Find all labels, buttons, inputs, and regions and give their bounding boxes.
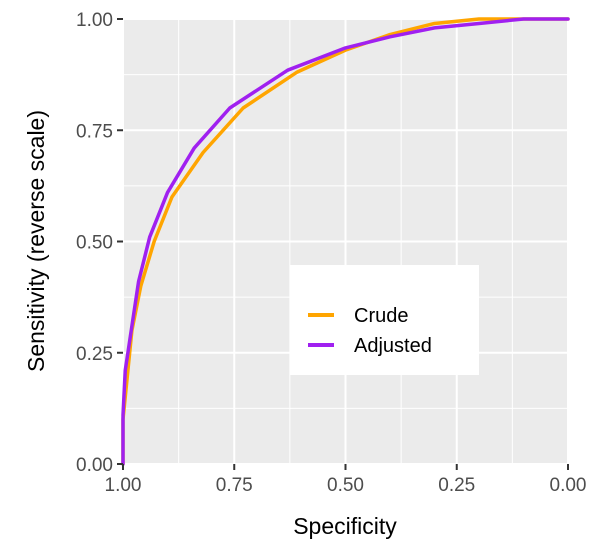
y-tick-label: 1.00 [76, 10, 113, 31]
x-tick-label: 0.00 [550, 475, 587, 496]
y-tick-label: 0.25 [76, 344, 113, 365]
legend: Crude Adjusted [290, 265, 479, 375]
legend-label-crude: Crude [354, 305, 408, 327]
y-tick-label: 0.75 [76, 121, 113, 142]
legend-label-adjusted: Adjusted [354, 335, 432, 357]
x-tick-label: 0.50 [327, 475, 364, 496]
x-tick-label: 1.00 [105, 475, 142, 496]
x-tick-label: 0.25 [438, 475, 475, 496]
series-line-adjusted [121, 17, 570, 466]
y-tick-label: 0.00 [76, 455, 113, 476]
x-axis-title: Specificity [293, 513, 397, 539]
legend-box [290, 265, 479, 375]
y-axis: 0.00 0.25 0.50 0.75 1.00 [76, 10, 123, 476]
y-tick-label: 0.50 [76, 233, 113, 254]
y-axis-title: Sensitivity (reverse scale) [23, 110, 49, 372]
series-lines [121, 17, 570, 466]
x-axis: 1.00 0.75 0.50 0.25 0.00 [105, 464, 587, 496]
x-tick-label: 0.75 [216, 475, 253, 496]
series-line-crude [121, 17, 570, 466]
